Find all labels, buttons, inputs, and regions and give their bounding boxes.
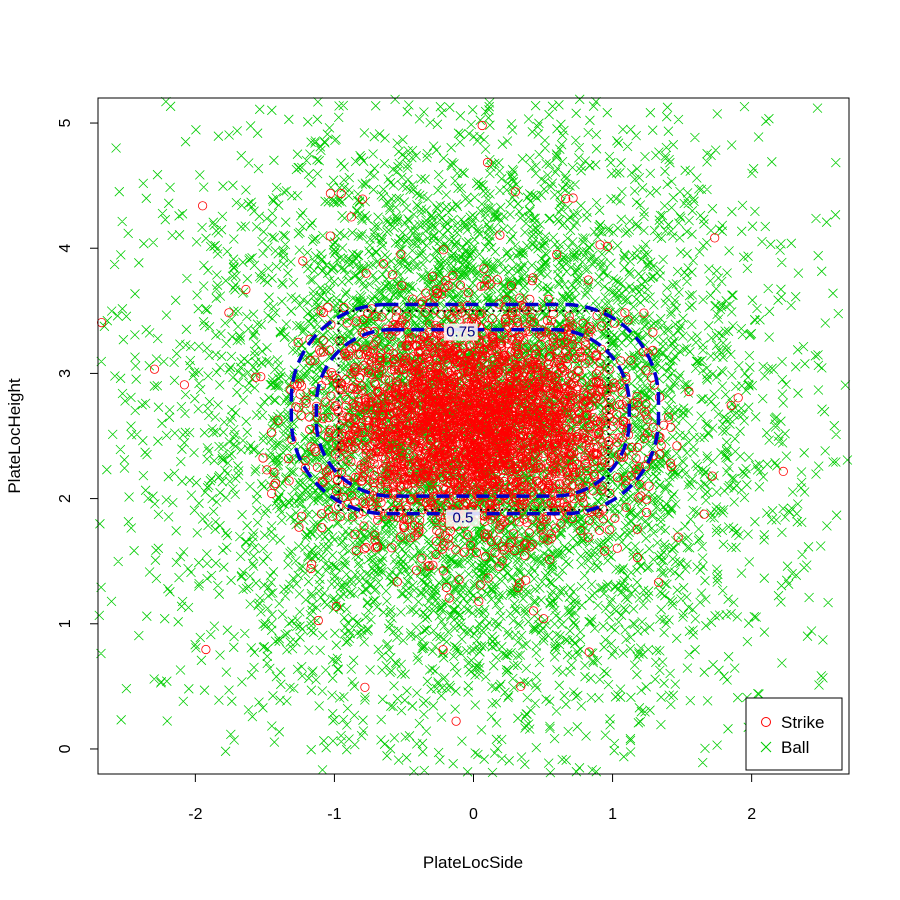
x-tick-label: -2 [188, 806, 202, 823]
y-tick-label: 3 [57, 369, 74, 378]
contour-label-bg [445, 509, 480, 527]
y-tick-label: 5 [57, 118, 74, 127]
y-tick-label: 0 [57, 744, 74, 753]
y-tick-label: 2 [57, 494, 74, 503]
contour-label-bg [443, 323, 478, 341]
contour-label: 0.5 [452, 510, 473, 527]
overlay-layer: 0.75 0.5 [289, 302, 661, 527]
x-tick-label: 0 [469, 806, 478, 823]
contour-label: 0.75 [446, 324, 475, 341]
legend-box [745, 697, 843, 771]
x-tick-label: 2 [747, 806, 756, 823]
legend-ball-marker [760, 741, 772, 753]
y-tick-label: 4 [57, 244, 74, 253]
x-axis-title: PlateLocSide [423, 853, 523, 872]
x-tick-label: -1 [327, 806, 341, 823]
legend: Strike Ball [745, 697, 843, 771]
legend-strike-marker [761, 717, 771, 727]
x-axis: -2 -1 0 1 2 [188, 773, 756, 823]
x-tick-label: 1 [608, 806, 617, 823]
y-axis: 0 1 2 3 4 5 [57, 118, 99, 753]
y-tick-label: 1 [57, 619, 74, 628]
y-axis-title: PlateLocHeight [5, 378, 24, 494]
legend-strike-label: Strike [781, 713, 824, 732]
legend-ball-label: Ball [781, 738, 809, 757]
